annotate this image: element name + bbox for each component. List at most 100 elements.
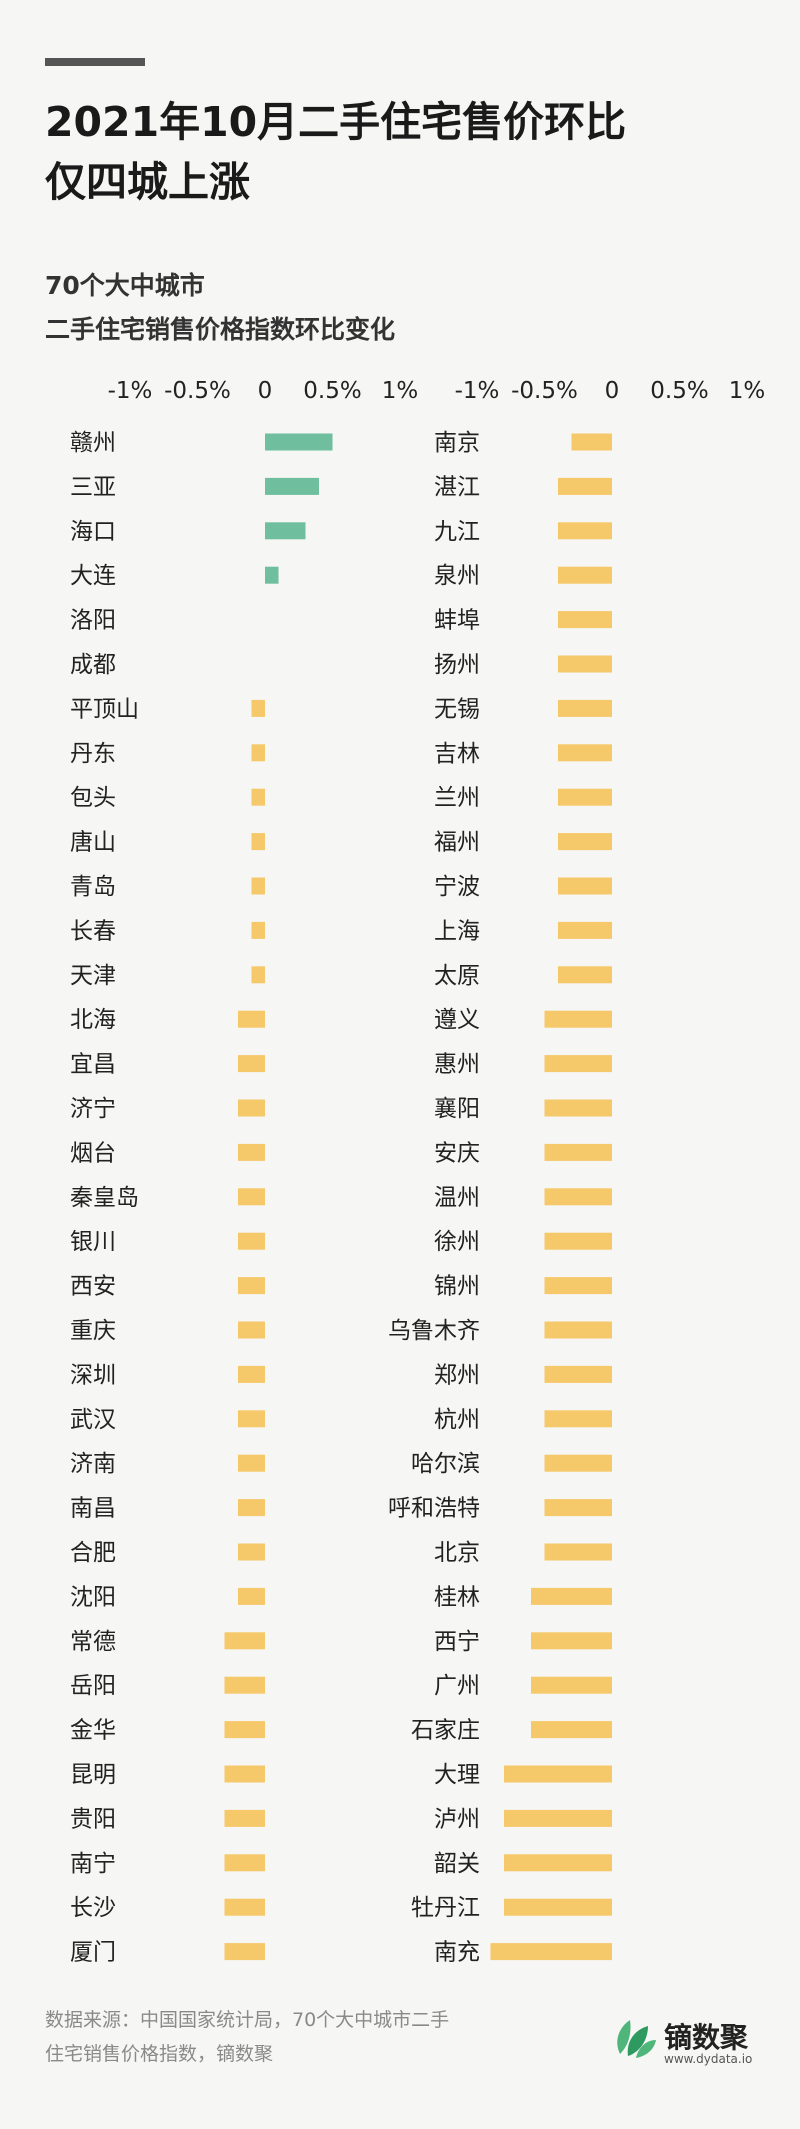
bar [558,788,612,806]
bar [251,966,265,984]
bar [531,1587,612,1605]
city-label: 扬州 [434,652,480,678]
source-note: 数据来源：中国国家统计局，70个大中城市二手 住宅销售价格指数，镝数聚 [45,2003,605,2071]
bar [571,433,612,451]
city-label: 泸州 [434,1806,480,1832]
chart-panel-2: -1% -0.5% 0 0.5% 1% 南京湛江九江泉州蚌埠扬州无锡吉林兰州福州宁波上海太… [388,378,765,1966]
top-rule [45,58,145,66]
bar [531,1632,612,1650]
bar [238,1454,265,1472]
city-label: 温州 [434,1185,480,1211]
bar [224,1632,265,1650]
city-label: 平顶山 [70,696,139,722]
bar [544,1232,612,1250]
city-label: 乌鲁木齐 [388,1318,480,1344]
city-label: 西宁 [434,1629,480,1655]
brand-logo: 镝数聚 www.dydata.io [612,2010,762,2070]
bar [251,877,265,895]
city-label: 重庆 [70,1318,116,1344]
bar [544,1410,612,1428]
bar [504,1809,612,1827]
city-label: 丹东 [70,741,116,767]
city-label: 无锡 [434,696,480,722]
bar [558,566,612,584]
chart-panel-1: -1% -0.5% 0 0.5% 1% 赣州三亚海口大连洛阳成都平顶山丹东包头唐山青岛长春… [70,378,418,1966]
bar [251,788,265,806]
bar [224,1809,265,1827]
bar [544,1321,612,1339]
bar [251,744,265,762]
city-label: 大理 [434,1762,480,1788]
bar [238,1499,265,1517]
city-label: 洛阳 [70,608,116,634]
logo-text: 镝数聚 [664,2021,749,2054]
x-tick-label: -1% [108,378,153,404]
city-label: 合肥 [70,1540,116,1566]
city-label: 惠州 [434,1052,480,1078]
bar [558,611,612,629]
city-label: 青岛 [70,874,116,900]
bar [504,1765,612,1783]
bar [504,1898,612,1916]
x-tick-label: 1% [729,378,766,404]
bar [558,744,612,762]
city-label: 贵阳 [70,1806,116,1832]
bar [224,1854,265,1872]
bar [544,1454,612,1472]
city-label: 唐山 [70,830,116,856]
bar [490,1943,612,1961]
bar [558,655,612,673]
bar [558,699,612,717]
bar [531,1676,612,1694]
city-label: 海口 [70,519,116,545]
bar [558,833,612,851]
bar [265,522,306,540]
city-label: 厦门 [70,1940,116,1966]
bar [558,877,612,895]
city-label: 大连 [70,563,116,589]
city-label: 金华 [70,1718,116,1744]
city-label: 宜昌 [70,1052,116,1078]
x-tick-label: 1% [382,378,419,404]
city-label: 遵义 [434,1007,480,1033]
city-label: 杭州 [434,1407,480,1433]
city-label: 长春 [70,918,116,944]
city-label: 广州 [434,1673,480,1699]
bar [265,566,279,584]
city-label: 韶关 [434,1851,480,1877]
city-label: 北海 [70,1007,116,1033]
city-label: 哈尔滨 [411,1451,480,1477]
bar-chart: -1% -0.5% 0 0.5% 1% 赣州三亚海口大连洛阳成都平顶山丹东包头唐山青岛长春… [70,378,765,1966]
leaf-icon [617,2020,656,2058]
bar [544,1188,612,1206]
bar [558,477,612,495]
city-label: 牡丹江 [411,1895,480,1921]
city-label: 湛江 [434,474,480,500]
bar [544,1499,612,1517]
city-label: 呼和浩特 [388,1496,480,1522]
city-label: 安庆 [434,1140,480,1166]
bar [238,1543,265,1561]
city-label: 烟台 [70,1140,116,1166]
bar [544,1099,612,1117]
city-label: 南昌 [70,1496,116,1522]
subtitle-line-1: 70个大中城市 [45,271,205,300]
page-title: 2021年10月二手住宅售价环比 仅四城上涨 [45,92,765,212]
x-tick-label: 0.5% [303,378,361,404]
title-line-1: 2021年10月二手住宅售价环比 [45,98,627,146]
city-label: 济南 [70,1451,116,1477]
bar [224,1721,265,1739]
city-label: 泉州 [434,563,480,589]
city-label: 蚌埠 [434,608,480,634]
bar [265,477,319,495]
bar [251,699,265,717]
city-label: 福州 [434,830,480,856]
city-label: 包头 [70,785,116,811]
bar [544,1055,612,1073]
city-label: 徐州 [434,1229,480,1255]
city-label: 沈阳 [70,1584,116,1610]
bar [544,1010,612,1028]
bar [238,1143,265,1161]
x-tick-label: -0.5% [511,378,578,404]
x-tick-label: -1% [455,378,500,404]
